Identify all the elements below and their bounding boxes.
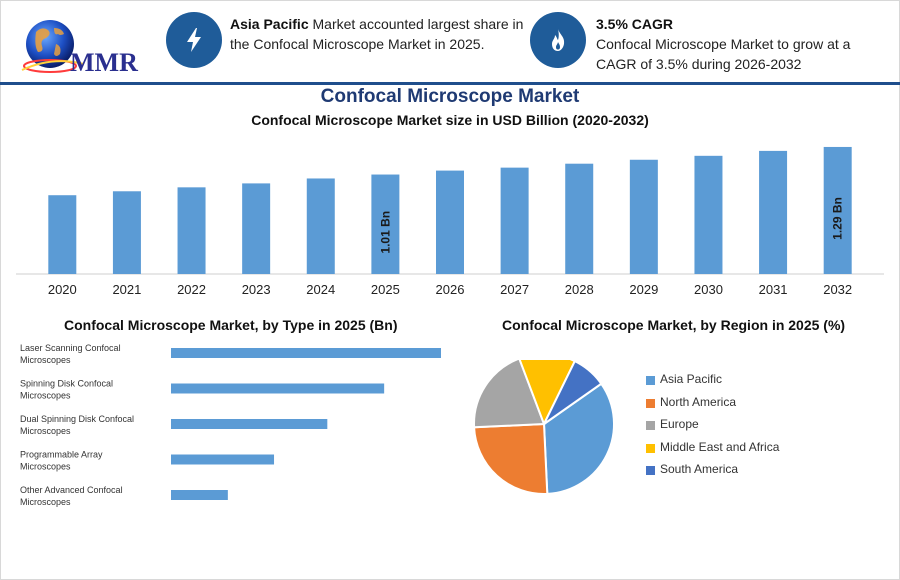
info-region-text: Market accounted largest share in the Co… <box>230 16 524 52</box>
type-bar <box>171 419 328 429</box>
bolt-icon <box>166 12 222 68</box>
legend-label: North America <box>660 394 737 409</box>
x-tick-label: 2020 <box>48 282 77 297</box>
pie-slice-middle-east-and-africa <box>518 360 577 427</box>
bar-2028 <box>565 163 594 274</box>
x-tick-label: 2021 <box>112 282 141 297</box>
legend-swatch <box>646 376 655 385</box>
type-category-label: Microscopes <box>20 355 71 365</box>
type-category-label: Laser Scanning Confocal <box>20 343 121 353</box>
flame-icon <box>530 12 586 68</box>
info-cagr: 3.5% CAGR Confocal Microscope Market to … <box>596 14 886 74</box>
bar-2023 <box>242 183 271 274</box>
type-category-label: Dual Spinning Disk Confocal <box>20 414 134 424</box>
pie-slice-europe <box>473 360 546 429</box>
info-region-highlight: Asia Pacific <box>230 16 309 32</box>
x-tick-label: 2024 <box>306 282 335 297</box>
bar-2020 <box>48 195 77 274</box>
x-tick-label: 2032 <box>823 282 852 297</box>
x-tick-label: 2029 <box>629 282 658 297</box>
x-tick-label: 2030 <box>694 282 723 297</box>
x-tick-label: 2026 <box>436 282 465 297</box>
legend-swatch <box>646 421 655 430</box>
x-tick-label: 2028 <box>565 282 594 297</box>
bar-2021 <box>112 191 141 274</box>
type-category-label: Other Advanced Confocal <box>20 485 123 495</box>
legend-label: Middle East and Africa <box>660 439 780 454</box>
legend-swatch <box>646 466 655 475</box>
type-category-label: Programmable Array <box>20 450 103 460</box>
x-tick-label: 2027 <box>500 282 529 297</box>
pie-slice-south-america <box>543 360 603 425</box>
type-category-label: Microscopes <box>20 391 71 401</box>
region-pie-chart <box>473 360 615 495</box>
bar-2027 <box>500 167 529 274</box>
type-category-label: Spinning Disk Confocal <box>20 379 113 389</box>
bar-2031 <box>759 150 788 274</box>
type-chart-title: Confocal Microscope Market, by Type in 2… <box>64 317 398 333</box>
region-chart-title: Confocal Microscope Market, by Region in… <box>502 317 846 333</box>
type-bar <box>171 348 441 358</box>
bar-2026 <box>436 170 464 274</box>
x-tick-label: 2031 <box>759 282 788 297</box>
bar-2032 <box>823 146 852 274</box>
type-bar <box>171 454 275 465</box>
bar-2029 <box>629 159 658 274</box>
logo-text: MMR <box>70 48 138 77</box>
globe-icon <box>21 20 85 73</box>
legend-swatch <box>646 398 655 408</box>
bar-2025 <box>371 174 400 274</box>
logo: MMR <box>18 14 138 77</box>
type-bar <box>171 383 385 394</box>
info-region: Asia Pacific Market accounted largest sh… <box>230 14 530 54</box>
legend-label: Europe <box>660 417 699 431</box>
type-category-label: Microscopes <box>20 426 71 436</box>
bar-2024 <box>306 178 335 274</box>
market-size-bar-chart: 2020 2021 2022 2023 2024 2025 1.01 Bn 2026 2027 2… <box>16 146 884 297</box>
main-title: Confocal Microscope Market <box>320 86 580 107</box>
bar-2022 <box>177 187 206 274</box>
type-bar <box>171 490 228 500</box>
x-tick-label: 2022 <box>177 282 206 297</box>
legend-swatch <box>646 443 655 453</box>
bar-2030 <box>694 155 723 274</box>
info-cagr-text: Confocal Microscope Market to grow at a … <box>596 36 851 72</box>
chart-subtitle: Confocal Microscope Market size in USD B… <box>251 112 649 128</box>
legend-label: Asia Pacific <box>660 372 723 386</box>
type-bar-chart: Laser Scanning Confocal Microscopes Spinni… <box>20 343 441 507</box>
type-category-label: Microscopes <box>20 462 71 472</box>
x-tick-label: 2025 <box>371 282 400 297</box>
header-divider <box>0 82 900 85</box>
x-tick-label: 2023 <box>242 282 271 297</box>
info-cagr-title: 3.5% CAGR <box>596 16 674 32</box>
type-category-label: Microscopes <box>20 497 71 507</box>
data-label: 1.01 Bn <box>378 211 392 254</box>
data-label: 1.29 Bn <box>831 197 845 240</box>
legend-label: South America <box>660 462 739 476</box>
pie-slice-asia-pacific <box>542 382 615 495</box>
pie-slice-north-america <box>473 422 549 495</box>
